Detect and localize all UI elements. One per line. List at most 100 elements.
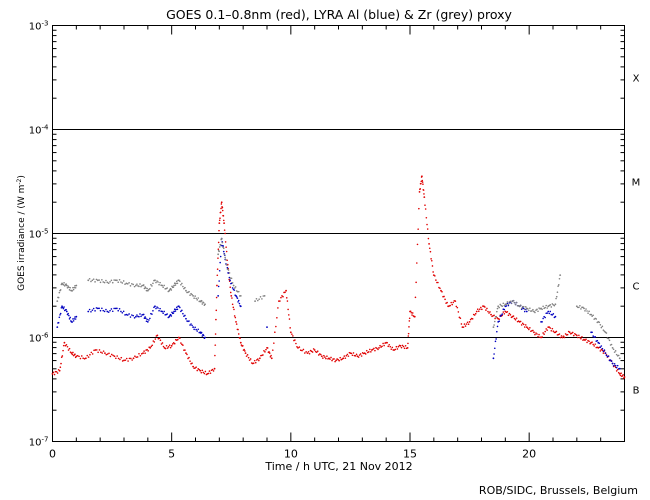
data-point: [291, 333, 293, 335]
data-point: [454, 300, 457, 302]
data-point: [262, 354, 264, 356]
data-point: [416, 243, 419, 246]
series-goes-0-1-0-8nm: [51, 175, 626, 379]
data-point: [585, 308, 587, 310]
data-point: [580, 337, 582, 340]
data-point: [67, 349, 70, 351]
data-point: [561, 336, 564, 339]
data-point: [74, 285, 76, 287]
data-point: [400, 346, 403, 349]
data-point: [586, 310, 588, 312]
data-point: [198, 368, 201, 371]
data-point: [128, 281, 130, 284]
data-point: [411, 312, 414, 314]
data-point: [369, 348, 371, 351]
data-point: [577, 336, 579, 339]
data-point: [149, 317, 151, 320]
data-point: [388, 343, 391, 346]
data-point: [270, 354, 272, 357]
data-point: [374, 349, 376, 352]
data-point: [591, 331, 593, 334]
data-point: [175, 282, 177, 285]
y-tick-label: 10-3: [29, 20, 49, 33]
data-point: [146, 287, 148, 290]
data-point: [94, 349, 97, 351]
data-point: [172, 312, 175, 314]
data-point: [487, 310, 489, 313]
data-point: [582, 306, 584, 309]
data-series: [51, 175, 626, 379]
data-point: [227, 269, 230, 271]
data-point: [218, 280, 220, 282]
data-point: [613, 363, 616, 365]
data-point: [127, 360, 129, 362]
data-point: [555, 297, 557, 300]
data-point: [114, 279, 117, 282]
data-point: [588, 310, 590, 313]
data-point: [168, 289, 171, 292]
data-point: [218, 222, 221, 225]
data-point: [58, 316, 61, 319]
data-point: [90, 280, 92, 283]
data-point: [166, 347, 169, 349]
data-point: [125, 282, 128, 285]
data-point: [416, 262, 418, 264]
data-point: [462, 326, 465, 328]
data-point: [158, 283, 160, 286]
data-point: [531, 310, 533, 312]
data-point: [501, 313, 504, 315]
data-point: [125, 313, 128, 316]
data-point: [553, 304, 556, 307]
data-point: [605, 354, 608, 357]
data-point: [499, 303, 502, 306]
data-point: [218, 246, 221, 248]
data-point: [311, 351, 314, 353]
data-point: [239, 305, 242, 308]
data-point: [510, 302, 513, 304]
data-point: [172, 286, 175, 288]
data-point: [254, 300, 256, 302]
data-point: [255, 298, 258, 300]
data-point: [147, 350, 149, 352]
data-point: [421, 179, 424, 182]
data-point: [467, 323, 470, 326]
data-point: [594, 336, 597, 338]
data-point: [611, 347, 614, 349]
data-point: [226, 268, 229, 270]
data-point: [542, 305, 544, 308]
data-point: [578, 334, 580, 337]
data-point: [324, 356, 326, 358]
data-point: [452, 301, 455, 304]
data-point: [105, 353, 108, 356]
data-point: [170, 289, 173, 291]
data-point: [163, 284, 165, 287]
data-point: [102, 350, 105, 352]
data-point: [545, 304, 547, 307]
data-point: [158, 309, 160, 312]
data-point: [94, 310, 96, 312]
data-point: [110, 279, 113, 282]
data-point: [117, 281, 120, 283]
data-point: [224, 241, 227, 243]
data-point: [149, 347, 152, 349]
data-point: [449, 304, 451, 307]
data-point: [355, 353, 358, 356]
data-point: [223, 229, 226, 231]
data-point: [185, 289, 187, 292]
data-point: [305, 351, 307, 353]
data-point: [74, 286, 77, 289]
data-point: [481, 308, 483, 311]
data-point: [594, 343, 597, 345]
data-point: [170, 315, 173, 317]
data-point: [493, 347, 496, 350]
data-point: [180, 342, 182, 344]
data-point: [95, 278, 98, 281]
data-point: [331, 359, 333, 362]
data-point: [610, 343, 613, 346]
data-point: [68, 314, 70, 317]
data-point: [552, 313, 555, 315]
data-point: [218, 250, 220, 253]
data-point: [62, 344, 65, 347]
data-point: [417, 228, 419, 230]
